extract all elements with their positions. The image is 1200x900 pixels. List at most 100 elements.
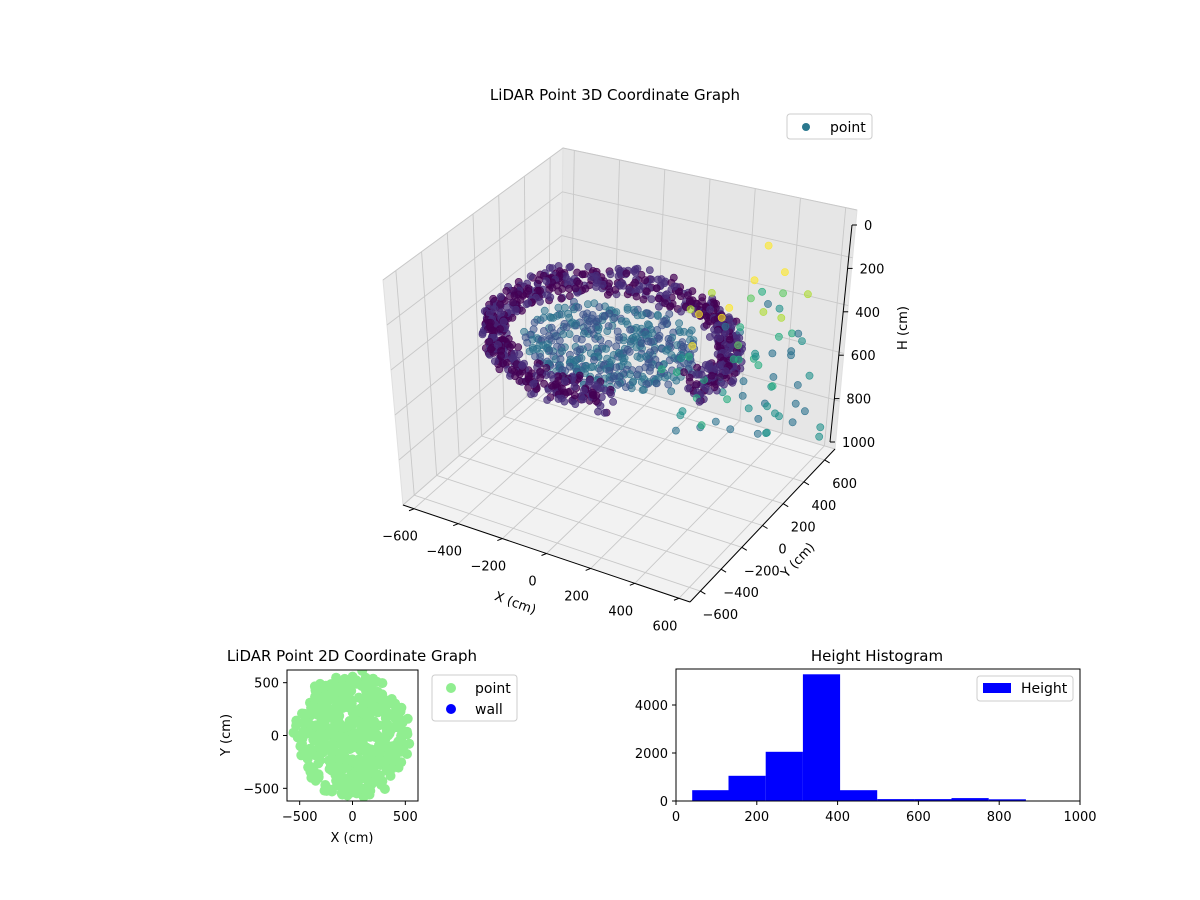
data-point — [496, 325, 504, 333]
data-point — [738, 391, 747, 400]
data-point — [652, 379, 661, 388]
data-point — [543, 396, 552, 404]
data-point — [339, 681, 350, 692]
y-tick-label: −600 — [702, 608, 738, 623]
data-point — [572, 334, 581, 343]
data-point — [510, 291, 519, 300]
y-tick — [720, 568, 727, 573]
data-point — [581, 364, 590, 373]
data-point — [297, 717, 308, 728]
y-tick — [782, 503, 789, 508]
chart-2d-legend-marker-point — [446, 683, 456, 693]
data-point — [511, 372, 519, 381]
data-point — [763, 402, 771, 411]
data-point — [308, 735, 319, 746]
data-point — [665, 356, 674, 365]
data-point — [546, 293, 555, 302]
data-point — [303, 762, 314, 773]
data-point — [750, 276, 759, 285]
data-point — [478, 328, 487, 337]
grid-line — [526, 396, 805, 483]
y-tick-label: 0 — [660, 795, 668, 810]
data-point — [661, 299, 669, 308]
x-tick — [541, 553, 547, 556]
data-point — [697, 421, 706, 430]
data-point — [793, 381, 802, 389]
data-point — [777, 313, 786, 322]
data-point — [692, 380, 701, 389]
data-point — [576, 345, 584, 354]
data-point — [304, 743, 315, 754]
data-point — [615, 333, 623, 342]
data-point — [347, 769, 358, 780]
data-point — [486, 345, 495, 354]
data-point — [769, 373, 778, 381]
data-point — [391, 710, 402, 721]
chart-3d-points — [478, 241, 825, 441]
data-point — [788, 418, 797, 427]
data-point — [516, 295, 525, 304]
data-point — [645, 321, 653, 330]
data-point — [542, 363, 551, 372]
data-point — [665, 310, 674, 318]
data-point — [377, 702, 388, 713]
data-point — [670, 282, 679, 291]
data-point — [360, 745, 371, 756]
data-point — [801, 407, 809, 416]
data-point — [527, 390, 535, 398]
data-point — [340, 734, 351, 745]
data-point — [715, 334, 724, 343]
chart-2d-legend-label-point: point — [475, 681, 511, 697]
data-point — [721, 322, 730, 331]
data-point — [300, 728, 311, 739]
data-point — [402, 713, 413, 724]
x-tick-label: −400 — [426, 545, 462, 560]
data-point — [543, 343, 552, 352]
data-point — [754, 361, 763, 370]
data-point — [787, 351, 795, 360]
grid-line — [398, 322, 840, 461]
x-tick-label: 200 — [744, 810, 769, 825]
data-point — [721, 367, 730, 376]
data-point — [340, 689, 351, 700]
data-point — [313, 773, 324, 784]
histogram-bar — [877, 799, 915, 801]
chart-3d-legend: point — [786, 113, 873, 140]
x-tick-label: 400 — [608, 604, 633, 619]
data-point — [685, 297, 694, 306]
data-point — [734, 341, 742, 350]
y-tick-label: −500 — [243, 782, 279, 797]
z-tick-label: 600 — [851, 349, 876, 364]
grid-line — [472, 213, 482, 437]
data-point — [685, 352, 693, 361]
histogram-bar — [951, 798, 989, 801]
data-point — [347, 707, 358, 718]
data-point — [348, 785, 359, 796]
grid-line — [386, 191, 853, 326]
data-point — [695, 310, 703, 319]
data-point — [577, 354, 586, 363]
data-point — [705, 387, 714, 395]
data-point — [707, 371, 716, 380]
data-point — [626, 370, 634, 379]
data-point — [515, 377, 524, 385]
x-tick — [673, 597, 680, 601]
data-point — [798, 337, 806, 345]
y-tick-label: 2000 — [635, 747, 668, 762]
data-point — [319, 691, 330, 702]
data-point — [612, 342, 621, 351]
chart-2d-ticks: −500 0 500 −500 0 500 — [243, 677, 417, 825]
chart-3d-ticks: −600 −400 −200 0 200 400 600 −600 −400 −200 0 200 40… — [382, 219, 884, 634]
data-point — [386, 763, 397, 774]
data-point — [334, 754, 345, 765]
data-point — [775, 332, 783, 341]
x-tick-label: 0 — [672, 810, 680, 825]
y-tick-label: 600 — [832, 477, 857, 492]
data-point — [667, 387, 676, 396]
data-point — [592, 397, 600, 406]
data-point — [383, 741, 394, 752]
data-point — [565, 263, 574, 272]
data-point — [524, 299, 532, 308]
data-point — [768, 349, 777, 358]
data-point — [713, 327, 722, 336]
